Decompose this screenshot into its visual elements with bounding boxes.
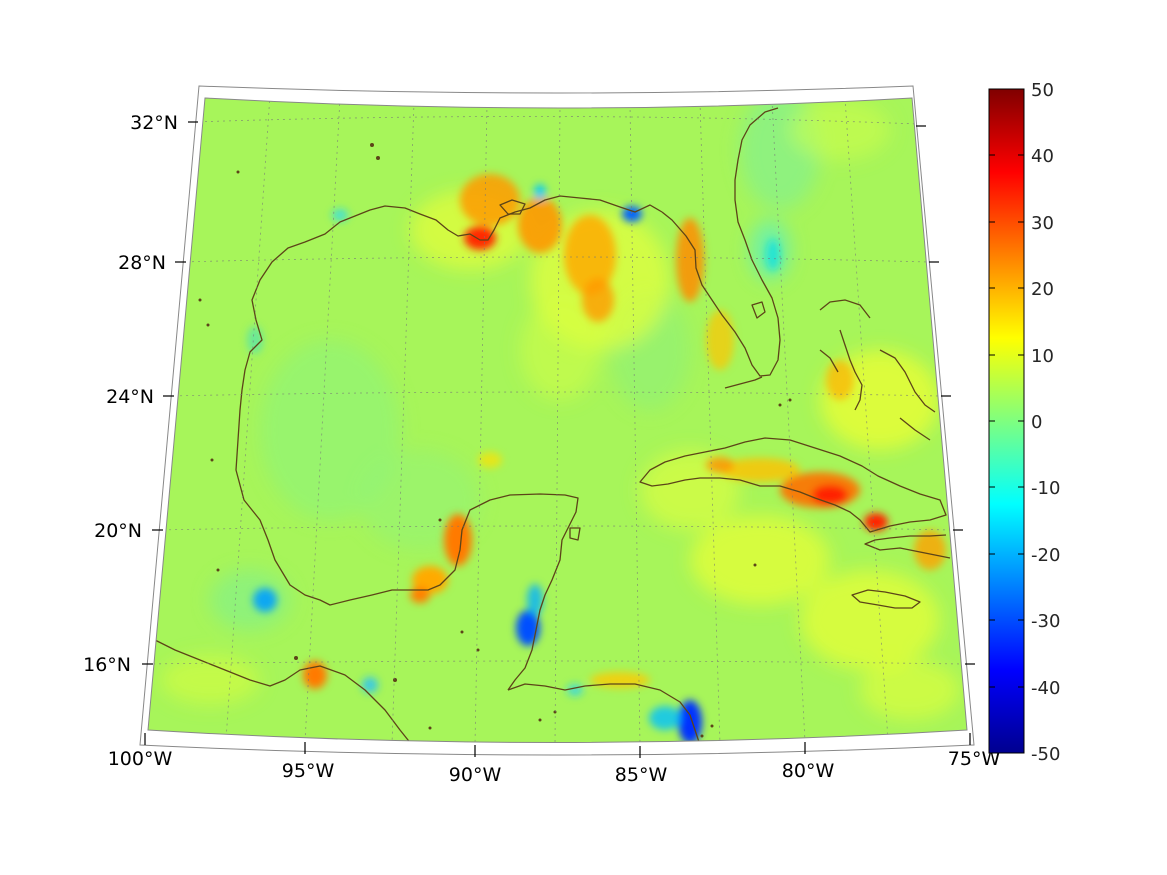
lat-label-32n: 32°N <box>130 112 178 134</box>
colorbar-labels: 50 40 30 20 10 0 -10 -20 -30 -40 -50 <box>1031 80 1060 765</box>
coastlines <box>154 107 951 743</box>
coastline-bahamas <box>819 299 936 441</box>
colorbar-label-neg40: -40 <box>1031 678 1060 699</box>
colorbar-label-0: 0 <box>1031 412 1042 433</box>
map-area <box>148 98 967 743</box>
coastline-central-america <box>154 639 413 743</box>
coastline-honduras <box>507 683 701 743</box>
lat-labels: 32°N 28°N 24°N 20°N 16°N <box>83 112 178 676</box>
meridian-70w <box>629 103 641 743</box>
coastline-gulf-us-mexico <box>235 195 663 691</box>
parallel-20n <box>156 525 953 531</box>
lon-labels: 100°W 95°W 90°W 85°W 80°W 75°W <box>108 748 1001 786</box>
meridian-60w <box>771 99 806 743</box>
lat-label-20n: 20°N <box>94 520 142 542</box>
parallel-28n <box>179 256 929 263</box>
coastline-hispaniola <box>864 534 951 559</box>
coastline-lake-okeechobee <box>751 301 766 319</box>
meridian-65w <box>699 101 721 743</box>
colorbar-label-neg30: -30 <box>1031 611 1060 632</box>
frame-outer <box>139 85 975 756</box>
lon-label-90w: 90°W <box>449 764 502 786</box>
colorbar-label-50: 50 <box>1031 80 1054 101</box>
frame-ticks <box>142 121 975 758</box>
lat-label-28n: 28°N <box>118 252 166 274</box>
colorbar-label-neg20: -20 <box>1031 545 1060 566</box>
lon-label-95w: 95°W <box>282 760 335 782</box>
lon-label-85w: 85°W <box>615 764 668 786</box>
lat-label-24n: 24°N <box>106 386 154 408</box>
lon-label-75w: 75°W <box>948 748 1001 770</box>
meridian-80w <box>474 103 488 743</box>
colorbar: 50 40 30 20 10 0 -10 -20 -30 -40 -50 <box>988 80 1060 765</box>
map-frame <box>139 85 975 756</box>
coastline-florida <box>661 107 781 377</box>
parallel-32n <box>192 116 919 125</box>
coastline-isle <box>569 527 581 541</box>
colorbar-ticks <box>989 154 1024 688</box>
colorbar-label-30: 30 <box>1031 213 1054 234</box>
coastline-islets <box>198 143 792 738</box>
frame-inner <box>147 97 968 743</box>
colorbar-label-10: 10 <box>1031 346 1054 367</box>
field-anomalies <box>247 174 946 743</box>
colorbar-label-neg50: -50 <box>1031 744 1060 765</box>
lat-label-16n: 16°N <box>83 654 131 676</box>
coastline-cuba <box>639 437 947 533</box>
meridian-85w <box>391 101 415 743</box>
meridian-75w <box>554 103 561 743</box>
coastline-florida-keys <box>724 376 763 389</box>
lon-label-80w: 80°W <box>782 760 835 782</box>
colorbar-label-20: 20 <box>1031 279 1054 300</box>
lon-label-100w: 100°W <box>108 748 173 770</box>
colorbar-label-40: 40 <box>1031 146 1054 167</box>
colorbar-label-neg10: -10 <box>1031 478 1060 499</box>
coastline-mobile-bay <box>499 199 526 215</box>
graticule <box>148 98 964 743</box>
coastline-jamaica <box>851 589 921 609</box>
